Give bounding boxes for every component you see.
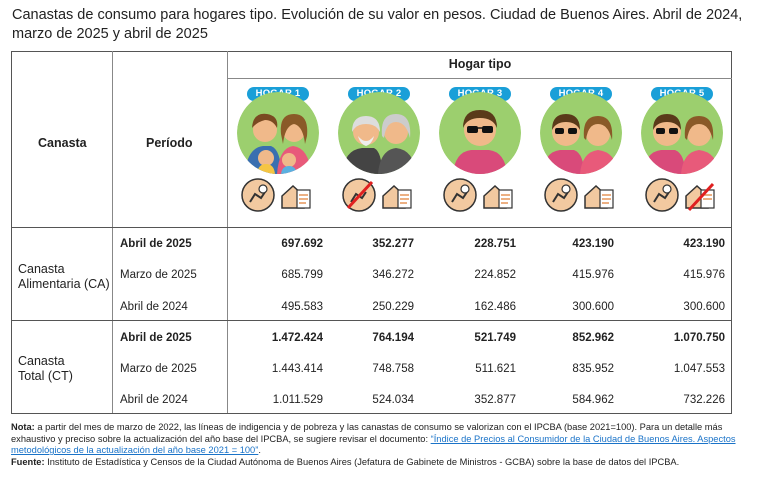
table-notes: Nota: a partir del mes de marzo de 2022,… bbox=[11, 422, 741, 468]
family-avatar-icon bbox=[237, 92, 319, 174]
group-label-line: Total (CT) bbox=[18, 369, 73, 383]
hogar-3-icons bbox=[443, 178, 521, 214]
value-cell: 352.877 bbox=[474, 394, 516, 406]
value-cell: 584.962 bbox=[572, 394, 614, 406]
value-cell: 524.034 bbox=[372, 394, 414, 406]
value-cell: 521.749 bbox=[474, 332, 516, 344]
nota-text: a partir del mes de marzo de 2022, las l… bbox=[11, 422, 723, 444]
table-frame bbox=[11, 51, 732, 414]
value-cell: 495.583 bbox=[281, 301, 323, 313]
hogar-5-column-header: HOGAR 5 bbox=[641, 84, 723, 214]
elderly-care-icon bbox=[544, 178, 578, 212]
value-cell: 346.272 bbox=[372, 269, 414, 281]
group-label-line: Canasta bbox=[18, 354, 65, 368]
value-cell: 511.621 bbox=[475, 363, 516, 375]
period-label: Abril de 2025 bbox=[120, 332, 192, 344]
nota-paragraph: Nota: a partir del mes de marzo de 2022,… bbox=[11, 422, 741, 457]
period-label: Marzo de 2025 bbox=[120, 363, 197, 375]
value-cell: 423.190 bbox=[683, 238, 725, 250]
hogar-2-column-header: HOGAR 2 bbox=[338, 84, 420, 214]
value-cell: 1.472.424 bbox=[271, 332, 323, 344]
value-cell: 732.226 bbox=[683, 394, 725, 406]
methodology-link[interactable]: “Índice de Precios al Consumidor de la C… bbox=[11, 433, 736, 456]
hogar-1-column-header: HOGAR 1 bbox=[237, 84, 319, 214]
value-cell: 415.976 bbox=[572, 269, 614, 281]
value-cell: 300.600 bbox=[683, 301, 725, 313]
value-cell: 852.962 bbox=[572, 332, 614, 344]
value-cell: 250.229 bbox=[372, 301, 414, 313]
nota-link-after: . bbox=[258, 445, 261, 456]
value-cell: 415.976 bbox=[683, 269, 725, 281]
value-cell: 685.799 bbox=[281, 269, 323, 281]
couple-avatar-icon bbox=[641, 92, 723, 174]
group-label-line: Alimentaria (CA) bbox=[18, 277, 110, 291]
house-document-icon bbox=[279, 178, 313, 212]
divider bbox=[11, 227, 732, 228]
elderly-care-icon bbox=[443, 178, 477, 212]
value-cell: 423.190 bbox=[572, 238, 614, 250]
canasta-header: Canasta bbox=[38, 136, 87, 150]
value-cell: 162.486 bbox=[474, 301, 516, 313]
group-label-line: Canasta bbox=[18, 262, 65, 276]
page-title: Canastas de consumo para hogares tipo. E… bbox=[12, 7, 743, 42]
value-cell: 764.194 bbox=[372, 332, 414, 344]
hogar-4-icons bbox=[544, 178, 622, 214]
value-cell: 1.047.553 bbox=[673, 363, 725, 375]
group-label-ct: Canasta Total (CT) bbox=[18, 354, 73, 384]
value-cell: 224.852 bbox=[474, 269, 516, 281]
period-label: Marzo de 2025 bbox=[120, 269, 197, 281]
value-cell: 697.692 bbox=[281, 238, 323, 250]
value-cell: 1.443.414 bbox=[271, 363, 323, 375]
fuente-text: Instituto de Estadística y Censos de la … bbox=[44, 456, 680, 467]
value-cell: 228.751 bbox=[474, 238, 516, 250]
house-document-icon bbox=[380, 178, 414, 212]
divider bbox=[227, 78, 732, 79]
elderly-care-crossed-icon bbox=[342, 178, 376, 212]
divider bbox=[112, 51, 113, 413]
house-document-crossed-icon bbox=[683, 178, 717, 212]
period-label: Abril de 2024 bbox=[120, 394, 188, 406]
fuente-paragraph: Fuente: Instituto de Estadística y Censo… bbox=[11, 457, 741, 469]
group-label-ca: Canasta Alimentaria (CA) bbox=[18, 262, 110, 292]
value-cell: 1.011.529 bbox=[272, 394, 323, 406]
value-cell: 300.600 bbox=[572, 301, 614, 313]
value-cell: 1.070.750 bbox=[673, 332, 725, 344]
elderly-care-icon bbox=[241, 178, 275, 212]
single-man-avatar-icon bbox=[439, 92, 521, 174]
divider bbox=[11, 320, 732, 321]
nota-label: Nota: bbox=[11, 422, 35, 432]
fuente-label: Fuente: bbox=[11, 456, 45, 467]
divider bbox=[227, 51, 228, 413]
value-cell: 352.277 bbox=[372, 238, 414, 250]
hogar-4-column-header: HOGAR 4 bbox=[540, 84, 622, 214]
hogar-3-column-header: HOGAR 3 bbox=[439, 84, 521, 214]
periodo-header: Período bbox=[146, 136, 193, 150]
period-label: Abril de 2024 bbox=[120, 301, 188, 313]
hogar-5-icons bbox=[645, 178, 723, 214]
elderly-couple-avatar-icon bbox=[338, 92, 420, 174]
elderly-care-icon bbox=[645, 178, 679, 212]
value-cell: 748.758 bbox=[372, 363, 414, 375]
period-label: Abril de 2025 bbox=[120, 238, 192, 250]
house-document-icon bbox=[481, 178, 515, 212]
hogar-2-icons bbox=[342, 178, 420, 214]
hogar-tipo-header: Hogar tipo bbox=[448, 57, 512, 71]
hogar-1-icons bbox=[241, 178, 319, 214]
value-cell: 835.952 bbox=[572, 363, 614, 375]
couple-avatar-icon bbox=[540, 92, 622, 174]
house-document-icon bbox=[582, 178, 616, 212]
